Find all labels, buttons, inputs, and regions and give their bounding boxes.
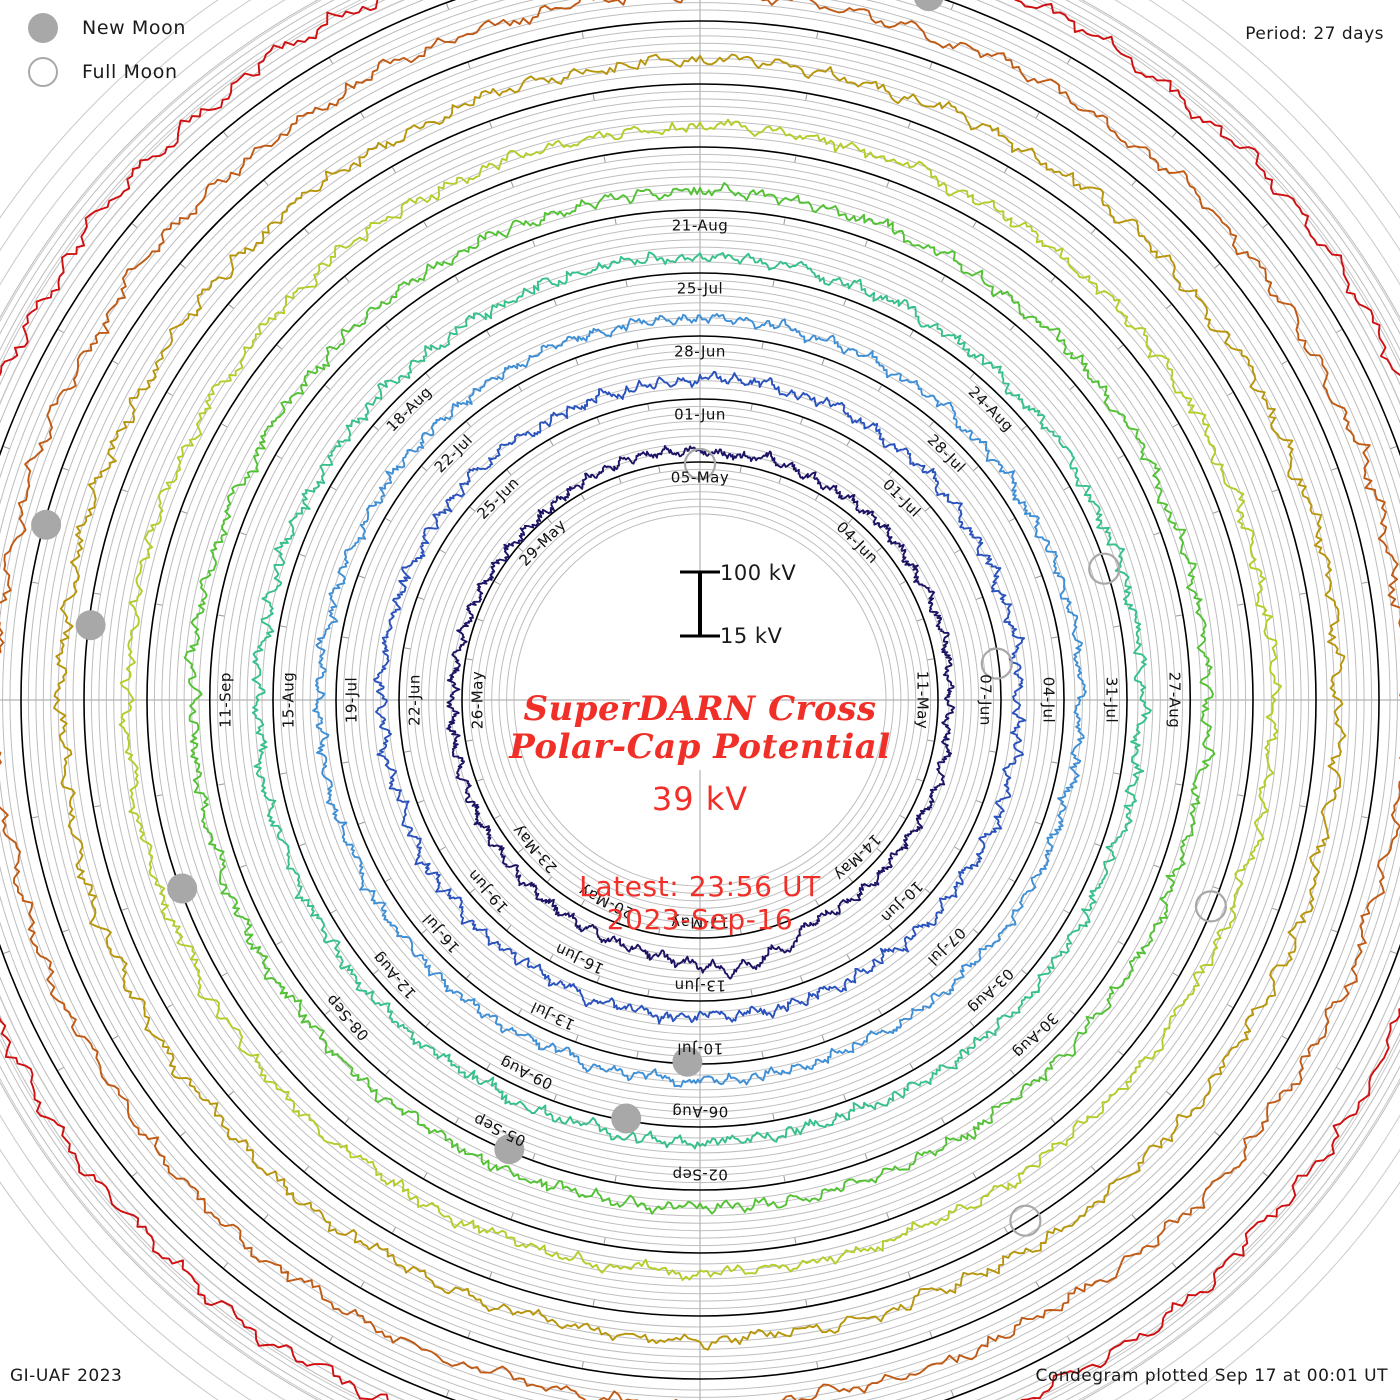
ring-date-label: 13-Jun [674,977,726,995]
full-moon-marker [1088,552,1121,585]
ring-date-label: 10-Jul [677,1040,723,1058]
ring-date-label: 16-Jun [552,940,607,978]
full-moon-marker [1009,1204,1042,1237]
full-moon-marker [683,447,717,481]
period-label: Period: 27 days [1245,24,1384,44]
ring-date-label: 04-Jul [1040,677,1058,723]
legend-label-full-moon: Full Moon [82,61,178,83]
trace-rotation-6 [118,118,1282,1281]
full-moon-icon [28,57,58,87]
ring-date-label: 25-Jul [677,280,723,298]
ring-date-label: 31-Jul [1103,677,1121,723]
ring-date-label: 02-Sep [672,1166,728,1184]
trace-rotation-3 [312,312,1087,1088]
ring-date-label: 13-Jul [528,998,578,1034]
moon-phase-legend: New Moon Full Moon [22,6,186,94]
ring-date-label: 26-May [469,671,487,730]
trace-rotation-5 [183,182,1216,1215]
ring-date-label: 11-Sep [217,672,235,728]
ring-date-label: 11-May [914,671,932,730]
trace-rotation-4 [251,251,1152,1150]
ring-date-label: 25-Jun [473,473,522,522]
new-moon-marker [494,1134,525,1165]
ring-date-label: 08-Sep [322,991,373,1044]
ring-date-label: 28-Jun [674,343,726,361]
ring-date-label: 22-Jun [406,674,424,726]
legend-item-new-moon: New Moon [22,6,186,50]
ring-date-label: 15-Aug [280,672,298,728]
ring-date-label: 07-Jul [924,924,970,970]
ring-date-label: 27-Aug [1166,672,1184,728]
legend-label-new-moon: New Moon [82,17,186,39]
ring-date-label: 21-Aug [672,217,728,235]
new-moon-marker [31,509,62,540]
ring-date-label: 19-Jun [464,866,512,917]
full-moon-marker [980,647,1013,680]
plotted-timestamp: Condegram plotted Sep 17 at 00:01 UT [1035,1366,1388,1386]
new-moon-icon [28,13,58,43]
ring-date-label: 06-Aug [672,1103,728,1121]
ring-date-label: 19-Jul [343,677,361,723]
new-moon-marker [167,873,198,904]
ring-date-label: 17-May [671,914,730,932]
trace-rotation-7 [53,53,1347,1351]
ring-date-label: 05-May [671,469,730,487]
ring-date-label: 28-Jul [924,431,970,477]
ring-date-label: 10-Jun [877,877,926,926]
credit-label: GI-UAF 2023 [10,1366,123,1386]
trace-rotation-2 [373,370,1027,1025]
trace-rotation-1 [446,445,956,980]
new-moon-marker [611,1103,642,1134]
ring-date-label: 12-Aug [369,948,420,1002]
ring-date-label: 01-Jun [674,406,726,424]
legend-item-full-moon: Full Moon [22,50,186,94]
ring-date-label: 16-Jul [419,910,463,957]
full-moon-marker [1194,890,1228,923]
new-moon-marker [672,1046,703,1077]
ring-date-label: 01-Jul [879,475,925,521]
new-moon-marker [75,610,106,641]
moon-phase-markers [31,0,1228,1237]
ring-date-label: 07-Jun [977,674,995,726]
new-moon-marker [914,0,944,12]
